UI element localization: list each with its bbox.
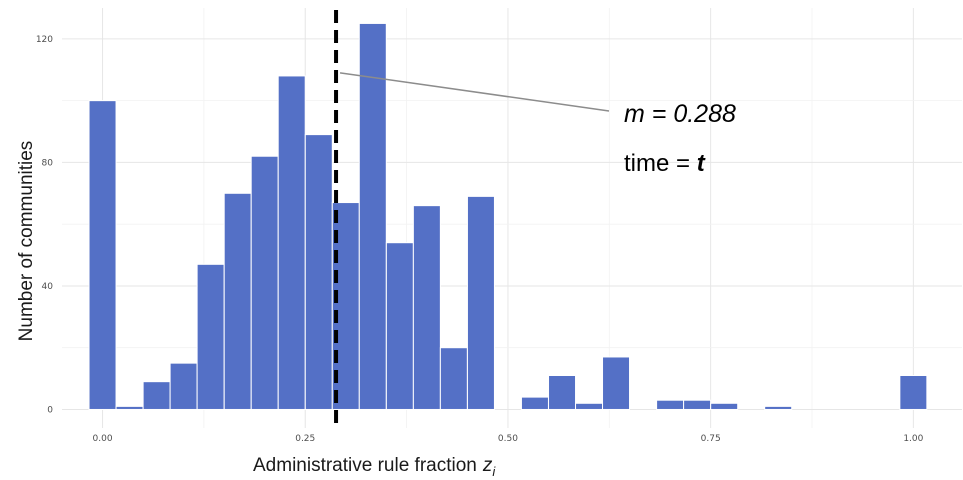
x-tick-label: 0.75 bbox=[701, 434, 721, 444]
y-tick-label: 80 bbox=[42, 158, 54, 168]
histogram-bar bbox=[520, 396, 549, 410]
x-tick-label: 0.25 bbox=[295, 434, 315, 444]
histogram-bar bbox=[304, 134, 333, 410]
histogram-bar bbox=[223, 192, 252, 410]
histogram-bar bbox=[358, 22, 387, 410]
histogram-bar bbox=[88, 100, 117, 410]
y-tick-labels: 0 40 80 120 bbox=[36, 35, 53, 416]
y-tick-label: 40 bbox=[42, 282, 54, 292]
histogram-bars bbox=[88, 22, 928, 410]
histogram-bar bbox=[656, 399, 685, 410]
time-variable: t bbox=[697, 150, 706, 177]
histogram-bar bbox=[412, 205, 441, 410]
histogram-bar bbox=[575, 402, 604, 410]
y-tick-label: 120 bbox=[36, 35, 53, 45]
histogram-bar bbox=[899, 375, 928, 410]
time-prefix: time = bbox=[624, 150, 697, 177]
histogram-bar bbox=[196, 263, 225, 410]
x-axis-subscript: i bbox=[492, 464, 496, 479]
annotation-pointer-line bbox=[339, 72, 610, 112]
x-tick-label: 0.50 bbox=[498, 434, 518, 444]
time-annotation: time = t bbox=[624, 150, 706, 177]
y-axis-title: Number of communities bbox=[16, 141, 37, 342]
histogram-bar bbox=[115, 405, 144, 410]
histogram-bar bbox=[602, 356, 631, 410]
histogram-bar bbox=[548, 375, 577, 410]
histogram-bar bbox=[710, 402, 739, 410]
histogram-bar bbox=[277, 75, 306, 410]
x-tick-label: 1.00 bbox=[903, 434, 923, 444]
y-tick-label: 0 bbox=[47, 405, 53, 415]
histogram-bar bbox=[142, 381, 171, 410]
x-axis-symbol: z bbox=[482, 455, 493, 476]
histogram-bar bbox=[169, 362, 198, 410]
histogram-bar bbox=[250, 155, 279, 410]
x-tick-label: 0.00 bbox=[93, 434, 113, 444]
histogram-bar bbox=[466, 195, 495, 410]
histogram-bar bbox=[683, 399, 712, 410]
x-axis-title: Administrative rule fraction zi bbox=[253, 455, 496, 479]
mean-annotation: m = 0.288 bbox=[624, 100, 736, 128]
x-tick-labels: 0.00 0.25 0.50 0.75 1.00 bbox=[93, 434, 924, 444]
histogram-bar bbox=[439, 347, 468, 410]
histogram-bar bbox=[764, 405, 793, 410]
histogram-bar bbox=[385, 242, 414, 410]
x-axis-label: Administrative rule fraction bbox=[253, 455, 477, 476]
